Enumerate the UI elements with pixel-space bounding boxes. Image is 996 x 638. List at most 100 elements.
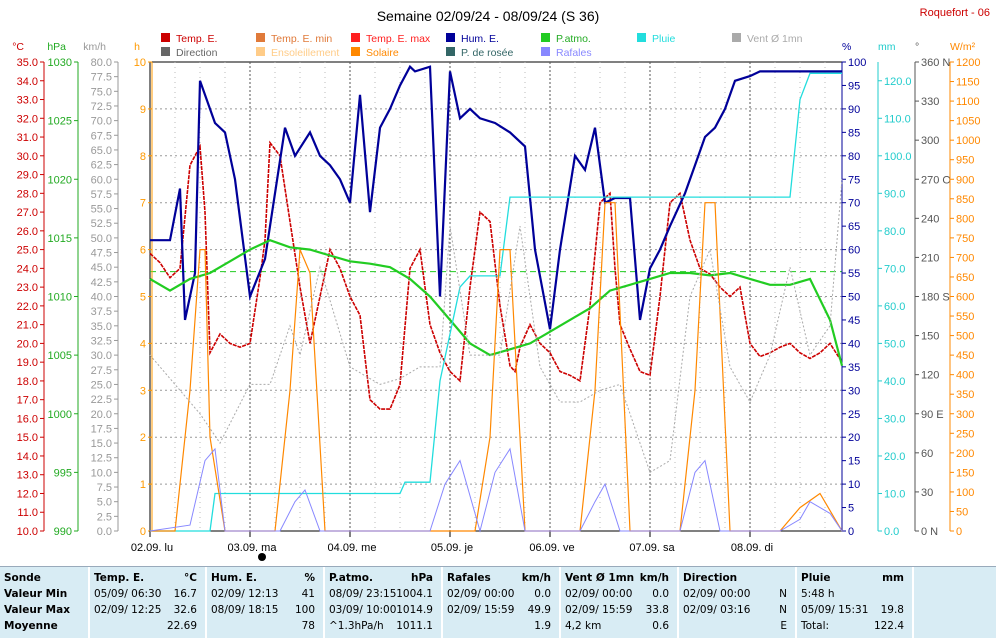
axis-tick-label: 50.0: [91, 233, 112, 245]
axis-tick-label: 13.0: [17, 470, 38, 482]
summary-col-wind: Vent Ø 1mn km/h 02/09/ 00:00 0.0 02/09/ 15:5…: [561, 567, 679, 638]
axis-tick-label: 120.0: [884, 76, 912, 88]
axis-tick-label: 1025: [48, 116, 72, 128]
summary-header: Temp. E. °C: [94, 570, 201, 586]
axis-tick-label: 33.0: [17, 95, 38, 107]
summary-row: 02/09/ 00:00 0.0: [447, 586, 555, 602]
axis-tick-label: 100: [956, 487, 974, 499]
summary-row: 5:48 h: [801, 586, 908, 602]
summary-date: 02/09/ 03:16: [683, 604, 751, 616]
summary-date: 4,2 km: [565, 620, 602, 632]
summary-col-gust: Rafales km/h 02/09/ 00:00 0.0 02/09/ 15:59 49…: [443, 567, 561, 638]
legend-label: Vent Ø 1mn: [747, 33, 803, 45]
axis-tick-label: 110.0: [884, 113, 911, 125]
summary-value: 19.8: [880, 604, 904, 616]
axis-tick-label: 20: [848, 432, 860, 444]
summary-date: 05/09/ 06:30: [94, 588, 162, 600]
axis-tick-label: 600: [956, 292, 974, 304]
axis-tick-label: 0: [140, 526, 146, 538]
summary-date: 02/09/ 00:00: [565, 588, 633, 600]
axis-tick-label: 18.0: [17, 376, 38, 388]
axis-tick-label: 550: [956, 311, 974, 323]
legend-swatch: [351, 47, 360, 56]
summary-row: 02/09/ 15:59 49.9: [447, 602, 555, 618]
axis-tick-label: 57.5: [91, 189, 112, 201]
summary-title: Vent Ø 1mn: [565, 572, 635, 584]
axis-tick-label: 700: [956, 252, 974, 264]
summary-value: 0.6: [652, 620, 669, 632]
axis-tick-label: 31.0: [17, 132, 38, 144]
axis-tick-label: 55: [848, 268, 860, 280]
axis-tick-label: 12.5: [91, 453, 112, 465]
summary-row: 02/09/ 03:16 N: [683, 602, 791, 618]
summary-header: Hum. E.%: [211, 570, 319, 586]
x-day-label: 05.09. je: [431, 542, 473, 554]
axis-tick-label: 80.0: [91, 57, 112, 69]
summary-value: 22.69: [166, 620, 197, 632]
axis-tick-label: 6: [140, 245, 146, 257]
axis-tick-label: 8: [140, 151, 146, 163]
axis-tick-label: 70.0: [884, 263, 905, 275]
axis-tick-label: 5: [848, 503, 854, 515]
summary-table: Sonde Valeur Min Valeur Max Moyenne Temp…: [0, 566, 996, 638]
x-day-label: 06.09. ve: [529, 542, 574, 554]
axis-tick-label: 90: [848, 104, 860, 116]
axis-tick-label: 50: [956, 506, 968, 518]
axis-tick-label: 300: [921, 135, 939, 147]
axis-tick-label: 30.0: [17, 151, 38, 163]
axis-tick-label: 250: [956, 428, 974, 440]
axis-tick-label: 360 N: [921, 57, 950, 69]
axis-tick-label: 750: [956, 233, 974, 245]
summary-col-press: P.atmo. hPa 08/09/ 23:15 1004.1 03/09/ 10:00…: [325, 567, 443, 638]
legend-swatch: [256, 47, 265, 56]
legend-swatch: [161, 33, 170, 42]
summary-row: 08/09/ 18:15 100: [211, 602, 319, 618]
summary-unit: mm: [882, 572, 904, 584]
axis-tick-label: 120: [921, 370, 939, 382]
summary-date: 05/09/ 15:31: [801, 604, 869, 616]
summary-value: 33.8: [645, 604, 669, 616]
axis-tick-label: 0.0: [97, 526, 112, 538]
summary-title: Direction: [683, 572, 738, 584]
axis-tick-label: 75.0: [91, 86, 112, 98]
legend-label: Hum. E.: [461, 33, 499, 45]
axis-tick-label: 650: [956, 272, 974, 284]
axis-tick-label: 34.0: [17, 76, 38, 88]
axis-tick-label: 15.0: [91, 438, 112, 450]
axis-tick-label: 26.0: [17, 226, 38, 238]
axis-tick-label: 30.0: [91, 350, 112, 362]
summary-row: 02/09/ 12:13 41: [211, 586, 319, 602]
axis-tick-label: 67.5: [91, 130, 112, 142]
axis-tick-label: 35: [848, 362, 860, 374]
axis-tick-label: 15: [848, 456, 860, 468]
axis-tick-label: 200: [956, 448, 974, 460]
legend-swatch: [637, 33, 646, 42]
axis-tick-label: 800: [956, 213, 974, 225]
axis-tick-label: 60: [848, 245, 860, 257]
legend-label: Temp. E. min: [271, 33, 332, 45]
summary-date: 02/09/ 00:00: [683, 588, 751, 600]
legend-label: P. de rosée: [461, 47, 514, 59]
legend-label: Ensoleillement: [271, 47, 339, 59]
summary-unit: °C: [184, 572, 197, 584]
axis-tick-label: 1050: [956, 116, 980, 128]
summary-date: 08/09/ 23:15: [329, 588, 397, 600]
summary-value: 41: [301, 588, 315, 600]
summary-row: E: [683, 618, 791, 634]
axis-unit-hum: %: [842, 41, 851, 53]
axis-tick-label: 17.5: [91, 423, 112, 435]
summary-value: 16.7: [173, 588, 197, 600]
summary-row: 05/09/ 15:31 19.8: [801, 602, 908, 618]
summary-header: Direction: [683, 570, 791, 586]
axis-tick-label: 22.0: [17, 301, 38, 313]
summary-value: 1014.9: [396, 604, 433, 616]
summary-title: Temp. E.: [94, 572, 145, 584]
axis-tick-label: 75: [848, 174, 860, 186]
summary-value: 0.0: [534, 588, 551, 600]
axis-tick-label: 72.5: [91, 101, 112, 113]
axis-tick-label: 40: [848, 338, 860, 350]
axis-tick-label: 30: [848, 385, 860, 397]
legend-swatch: [351, 33, 360, 42]
x-day-label: 07.09. sa: [629, 542, 675, 554]
axis-tick-label: 23.0: [17, 282, 38, 294]
